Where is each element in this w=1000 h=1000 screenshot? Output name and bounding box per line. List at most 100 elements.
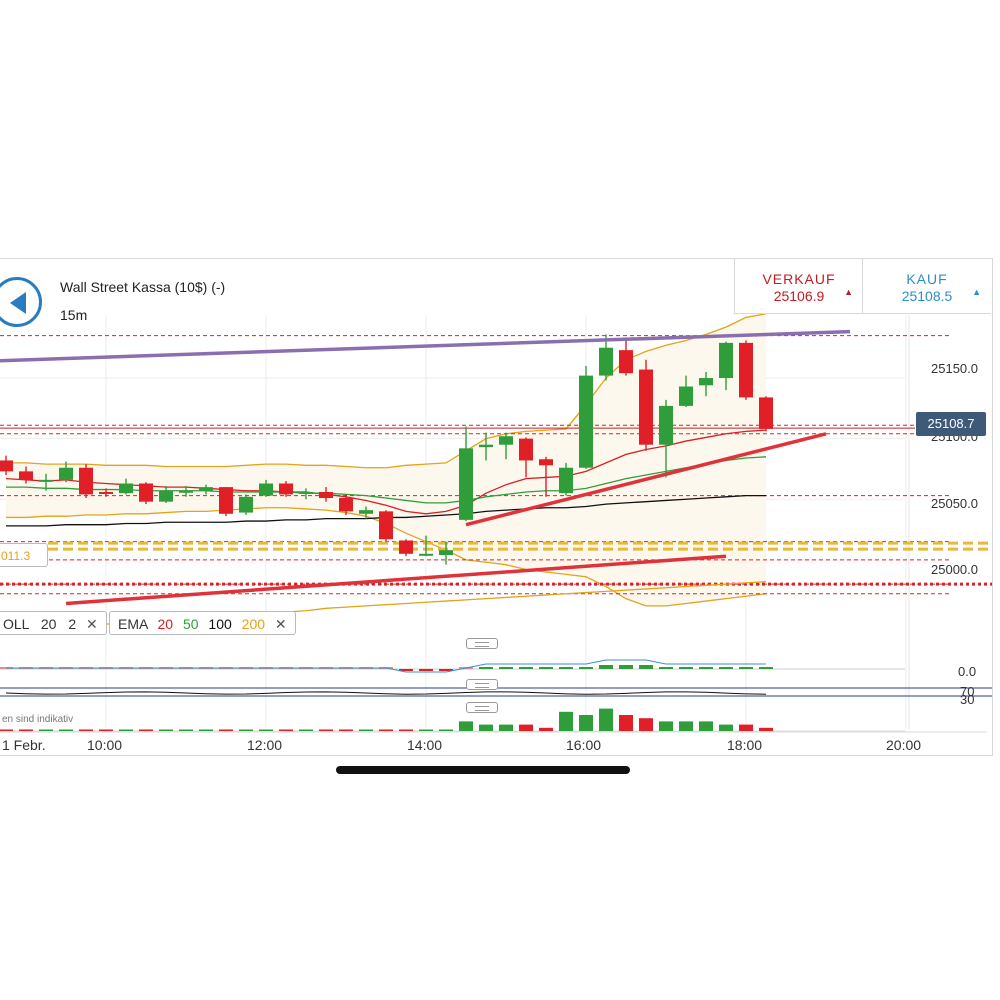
triangle-up-icon: ▲ [972,287,981,297]
candle-body [119,483,133,494]
macd-histogram-bar [439,669,453,671]
ema-indicator-chip[interactable]: EMA 20 50 100 200 ✕ [109,611,296,635]
macd-histogram-bar [559,667,573,669]
volume-bar [99,729,113,731]
candle-body [579,375,593,468]
volume-bar [499,724,513,731]
boll-dev: 2 [68,616,77,632]
pane-resize-handle[interactable] [466,679,498,690]
candle-body [39,479,53,482]
close-icon[interactable]: ✕ [274,616,287,632]
candle-body [259,483,273,496]
volume-bar [259,729,273,731]
candle-body [0,460,13,472]
volume-bar [19,729,33,731]
triangle-up-icon: ▲ [844,287,853,297]
macd-zero-label: 0.0 [958,664,977,679]
volume-bar [119,729,133,731]
trading-chart-window[interactable]: Wall Street Kassa (10$) (-) 15m VERKAUF … [0,258,993,756]
volume-bar [339,729,353,731]
instrument-title: Wall Street Kassa (10$) (-) [60,279,226,295]
macd-histogram-bar [519,667,533,669]
candle-body [19,471,33,480]
candle-body [759,397,773,429]
buy-button[interactable]: KAUF 25108.5 ▲ [862,259,991,314]
volume-bar [179,729,193,731]
volume-bar [699,721,713,731]
volume-bar [439,729,453,731]
boll-period: 20 [40,616,57,632]
candle-body [79,467,93,495]
chevron-left-icon [10,292,26,314]
bollinger-upper-line [6,313,767,469]
candle-body [159,490,173,502]
candle-body [379,511,393,540]
candle-body [739,342,753,398]
candle-body [439,550,453,555]
timeframe-label[interactable]: 15m [60,307,88,323]
rsi-lower-label: 30 [960,692,975,707]
volume-bar [679,721,693,731]
home-indicator[interactable] [336,766,630,774]
macd-histogram-bar [619,665,633,669]
price-axis-label: 25150.0 [931,361,978,376]
close-icon[interactable]: ✕ [86,616,98,632]
fib-level-label[interactable]: 011.3 [0,543,48,567]
volume-bar [279,729,293,731]
candle-body [479,444,493,448]
pane-resize-handle[interactable] [466,702,498,713]
volume-bar [659,721,673,731]
chart-canvas[interactable] [0,259,992,755]
candle-body [359,510,373,514]
volume-bar [739,724,753,731]
candle-body [199,487,213,491]
candle-body [419,553,433,556]
sell-button[interactable]: VERKAUF 25106.9 ▲ [734,259,863,314]
volume-bar [419,729,433,731]
candle-body [179,490,193,493]
buy-price: 25108.5 [901,288,953,304]
macd-histogram-bar [479,667,493,669]
bollinger-band-fill [6,313,766,606]
volume-bar [59,729,73,731]
volume-bar [39,729,53,731]
time-axis-label: 18:00 [727,737,763,753]
volume-bar [479,724,493,731]
candle-body [519,438,533,461]
candle-body [339,498,353,512]
time-axis-label: 20:00 [886,737,922,753]
channel-trendline [0,329,851,363]
macd-histogram-bar [599,665,613,669]
candle-body [239,496,253,513]
price-axis-label: 25000.0 [931,562,978,577]
macd-histogram-bar [679,667,693,669]
ema-period-100: 100 [208,616,232,632]
macd-histogram-bar [719,667,733,669]
volume-bar [0,729,13,731]
volume-bar [579,715,593,731]
candle-body [99,491,113,494]
volume-bar [299,729,313,731]
back-button[interactable] [0,277,42,327]
bollinger-indicator-chip[interactable]: OLL 20 2 ✕ [0,611,107,635]
pane-resize-handle[interactable] [466,638,498,649]
volume-bar [539,727,553,731]
volume-bar [459,721,473,731]
time-axis-label: 10:00 [87,737,123,753]
support-trendline [65,554,727,606]
macd-histogram-bar [699,667,713,669]
macd-histogram-bar [639,665,653,669]
volume-bar [619,715,633,731]
volume-bar [79,729,93,731]
candle-body [699,378,713,386]
boll-name: OLL [3,616,29,632]
ema-name: EMA [118,616,148,632]
candle-body [619,350,633,374]
volume-bar [199,729,213,731]
candle-body [139,483,153,502]
candle-body [459,448,473,520]
rsi-line [5,691,767,695]
buy-label: KAUF [906,271,948,287]
candle-body [399,540,413,554]
macd-histogram-bar [759,667,773,669]
